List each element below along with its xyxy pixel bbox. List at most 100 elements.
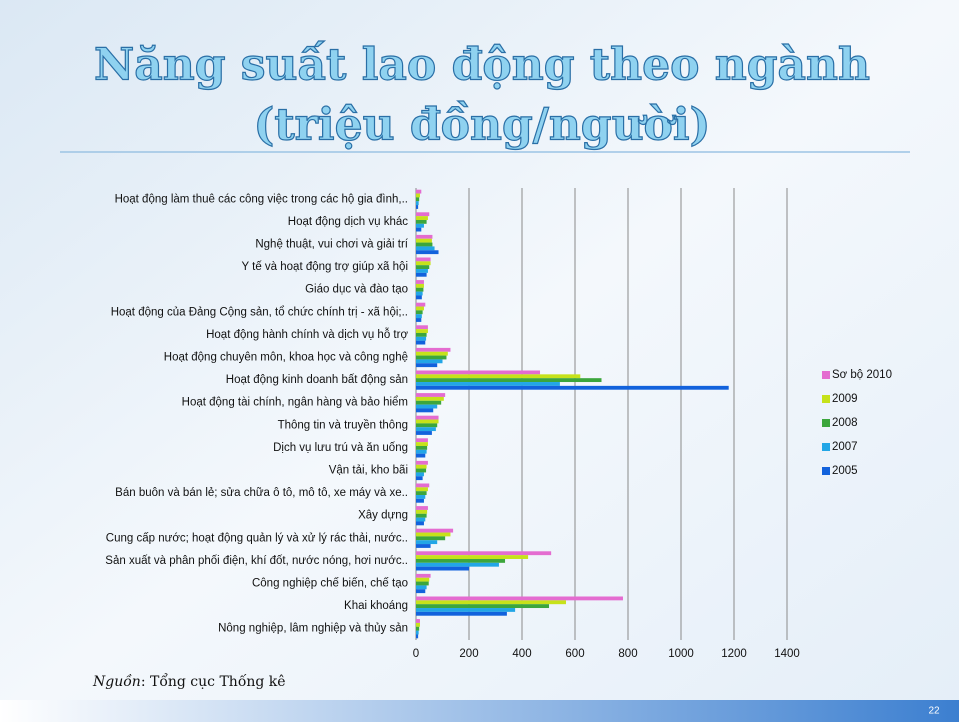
bar [416,396,444,401]
bar [416,476,423,481]
bar [416,351,448,356]
x-tick-label: 1000 [668,648,694,660]
x-tick-label: 400 [512,648,531,660]
bar [416,287,424,292]
legend-label: Sơ bộ 2010 [832,369,892,381]
bar [416,201,419,206]
bar [416,283,424,288]
bar [416,265,430,270]
bar [416,551,552,556]
bar [416,464,427,469]
y-tick-label: Thông tin và truyền thông [278,419,408,431]
bar [416,219,427,224]
bar [416,562,499,567]
legend-swatch [822,371,830,379]
x-tick-label: 200 [459,648,478,660]
x-tick-label: 800 [618,648,637,660]
bar [416,314,422,319]
legend-label: 2005 [832,465,858,477]
bar [416,423,438,428]
title-line: (triệu đồng/người) [254,100,711,151]
bar [416,487,428,492]
bar [416,528,454,533]
y-tick-label: Giáo dục và đào tạo [305,284,408,296]
y-tick-label: Nông nghiệp, lâm nghiệp và thủy sản [218,623,408,635]
bar [416,540,438,545]
y-tick-label: Hoạt động của Đảng Cộng sản, tổ chức chí… [111,306,408,318]
bar [416,622,420,627]
x-tick-label: 0 [413,648,419,660]
bar [416,544,431,548]
bar [416,374,581,379]
bar [416,468,427,473]
bar [416,532,451,537]
y-tick-label: Khai khoáng [344,600,408,612]
bar [416,382,560,386]
bar [416,216,428,220]
bar [416,355,447,360]
bar [416,483,430,488]
bar [416,626,420,631]
bar [416,449,427,454]
bar [416,269,428,273]
legend-swatch [822,443,830,451]
y-tick-label: Bán buôn và bán lẻ; sửa chữa ô tô, mô tô… [115,487,408,499]
bar [416,558,506,563]
bar [416,261,431,266]
bar [416,359,443,364]
bar [416,491,427,496]
bar [416,340,426,345]
bar [416,310,423,315]
bar [416,280,424,284]
bar [416,272,427,277]
source-label: Nguồn [92,673,141,690]
y-tick-label: Hoạt động dịch vụ khác [288,216,408,228]
bar [416,509,428,514]
bar [416,306,424,311]
bar [416,419,439,424]
footer-bar [0,700,959,722]
y-tick-label: Hoạt động chuyên môn, khoa học và công n… [164,352,408,364]
bar [416,577,430,582]
bar [416,205,419,209]
legend-label: 2009 [832,393,858,405]
y-tick-label: Vận tải, kho bãi [329,465,408,477]
bar [416,589,426,594]
bar [416,555,529,559]
bar [416,223,424,228]
bar [416,445,428,450]
bar [416,506,428,510]
bar [416,566,469,571]
plot: 0 200 400 600 800 1000 1200 1400 Hoạt động làm t… [105,188,892,660]
y-tick-label: Dịch vụ lưu trú và ăn uống [273,442,408,454]
bar [416,581,429,586]
bar [416,431,432,435]
bar [416,370,541,375]
bar [416,604,550,609]
legend-swatch [822,467,830,475]
bar [416,385,729,390]
bar [416,197,420,202]
source-text: : Tổng cục Thống kê [141,672,286,690]
bar [416,611,507,616]
bar [416,400,442,405]
bar [416,238,432,243]
bar [416,189,422,194]
bar [416,608,516,612]
bar [416,495,426,499]
title-line: Năng suất lao động theo ngành [94,40,870,91]
bar [416,336,427,341]
x-tick-label: 1400 [774,648,800,660]
bar [416,302,426,307]
bar [416,427,436,432]
bar [416,257,431,262]
bar [416,325,428,330]
bar [416,234,433,239]
bar [416,442,428,446]
y-tick-label: Hoạt động làm thuê các công việc trong c… [115,193,408,205]
bar [416,634,419,639]
bar [416,347,451,352]
bar [416,596,623,601]
bar [416,600,566,605]
